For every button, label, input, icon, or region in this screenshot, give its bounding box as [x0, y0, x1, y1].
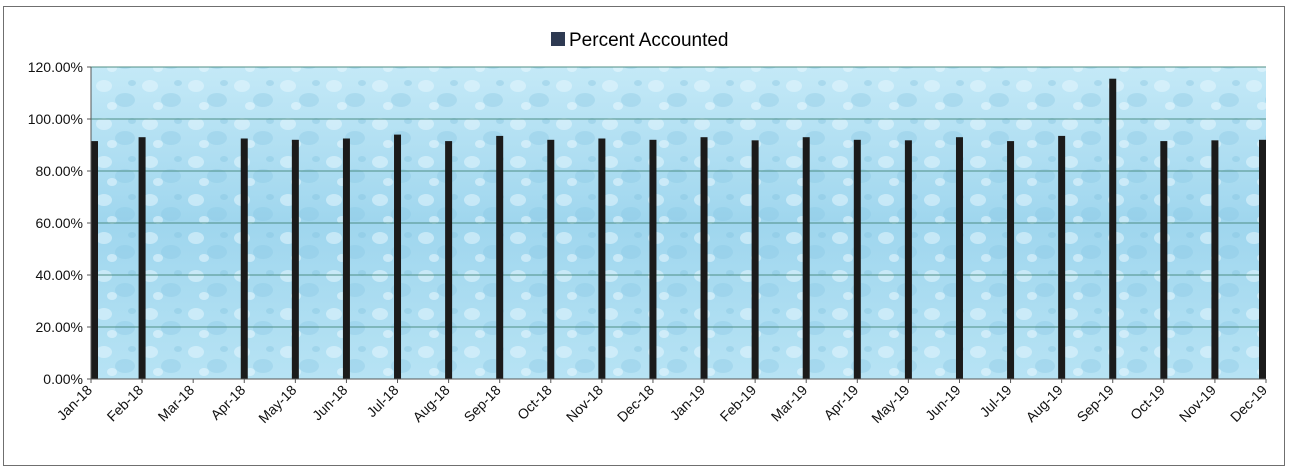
bar — [291, 139, 299, 379]
bar — [1109, 78, 1117, 379]
bar — [445, 141, 453, 379]
legend: Percent Accounted — [551, 30, 729, 51]
y-tick-label: 100.00% — [28, 111, 83, 127]
y-tick-labels: 0.00% 20.00% 40.00% 60.00% 80.00% 100.00% 120.… — [28, 59, 91, 387]
x-tick-label: Oct-19 — [1127, 382, 1168, 423]
x-tick-label: Nov-18 — [563, 382, 606, 425]
x-tick-label: Jan-19 — [667, 382, 709, 424]
x-tick-label: Jun-19 — [922, 382, 964, 424]
bar — [955, 137, 963, 379]
x-tick-label: Mar-18 — [155, 382, 198, 425]
y-tick-label: 60.00% — [36, 215, 83, 231]
bar — [342, 138, 350, 379]
y-tick-label: 0.00% — [43, 371, 83, 387]
x-tick-label: Jul-18 — [363, 382, 401, 420]
bar — [700, 137, 708, 379]
y-tick-label: 20.00% — [36, 319, 83, 335]
x-tick-label: Aug-19 — [1023, 382, 1066, 425]
x-tick-labels: Jan-18 Feb-18 Mar-18 Apr-18 May-18 Jun-18 Jul-… — [54, 379, 1270, 426]
x-tick-label: Sep-18 — [461, 382, 504, 425]
x-tick-label: Oct-18 — [514, 382, 555, 423]
bars — [91, 78, 1266, 379]
x-tick-label: May-18 — [255, 382, 299, 426]
bar — [751, 140, 759, 379]
bar — [853, 139, 861, 379]
y-tick-label: 80.00% — [36, 163, 83, 179]
bar — [91, 141, 98, 379]
legend-label: Percent Accounted — [569, 30, 729, 51]
x-tick-label: Dec-19 — [1227, 382, 1270, 425]
x-tick-label: Aug-18 — [409, 382, 452, 425]
bar — [240, 138, 248, 379]
y-tick-label: 40.00% — [36, 267, 83, 283]
bar — [598, 138, 606, 379]
x-tick-label: Sep-19 — [1074, 382, 1117, 425]
x-tick-label: Mar-19 — [768, 382, 811, 425]
x-tick-label: May-19 — [868, 382, 912, 426]
x-tick-label: Jan-18 — [54, 382, 96, 424]
bar — [904, 140, 912, 379]
bar — [1259, 139, 1266, 379]
x-tick-label: Jul-19 — [976, 382, 1014, 420]
bar — [802, 137, 810, 379]
bar — [496, 135, 504, 379]
bar — [1211, 140, 1219, 379]
x-tick-label: Jun-18 — [309, 382, 351, 424]
bar — [1007, 141, 1015, 379]
bar — [649, 139, 657, 379]
bar — [1160, 141, 1168, 379]
y-tick-label: 120.00% — [28, 59, 83, 75]
x-tick-label: Apr-18 — [207, 382, 248, 423]
bar — [138, 137, 146, 379]
x-tick-label: Feb-18 — [104, 382, 147, 425]
x-tick-label: Feb-19 — [717, 382, 760, 425]
bar — [547, 139, 555, 379]
x-tick-label: Nov-19 — [1176, 382, 1219, 425]
gridlines — [91, 66, 1266, 328]
x-tick-label: Dec-18 — [614, 382, 657, 425]
bar — [394, 134, 402, 379]
bar — [1058, 135, 1066, 379]
legend-swatch — [551, 32, 565, 46]
x-tick-label: Apr-19 — [820, 382, 861, 423]
